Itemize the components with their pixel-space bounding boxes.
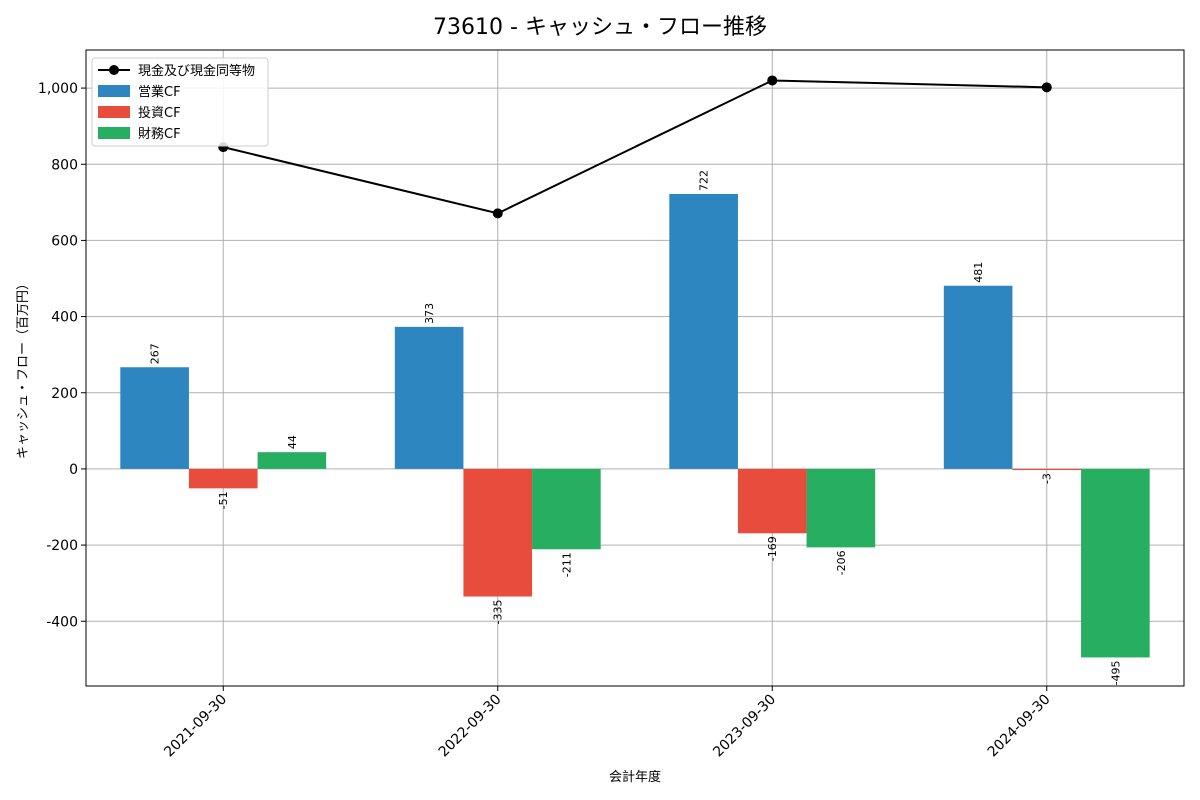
bar <box>463 468 533 597</box>
cash-point <box>767 75 778 86</box>
legend-box <box>91 57 269 147</box>
legend-swatch <box>98 85 130 97</box>
legend-line-marker <box>109 65 119 75</box>
bar <box>532 468 601 550</box>
bar <box>806 468 876 548</box>
bar-data-label: -51 <box>217 491 230 509</box>
bar <box>257 452 327 469</box>
cash-point <box>1041 82 1052 93</box>
data-labels: 267 373 722 481 -51 -335 -169 -3 44 -211 -206 -495 <box>149 170 1123 685</box>
legend-label: 現金及び現金同等物 <box>138 63 255 79</box>
x-tick-label: 2022-09-30 <box>436 692 505 761</box>
bar-data-label: -335 <box>492 600 505 625</box>
y-tick-label: 200 <box>51 386 78 402</box>
y-tick-label: 600 <box>51 233 78 249</box>
bar-data-label: -169 <box>766 536 779 561</box>
bar-data-label: -495 <box>1109 660 1122 685</box>
bar-data-label: -211 <box>560 552 573 577</box>
bar-data-label: 373 <box>423 303 436 324</box>
bar-data-label: -3 <box>1041 473 1054 484</box>
y-tick-label: 400 <box>51 310 78 326</box>
bar-data-label: 44 <box>286 435 299 449</box>
plot-frame <box>85 49 1185 687</box>
legend-label: 投資CF <box>138 105 181 121</box>
cash-line <box>218 75 1052 219</box>
y-axis: -400 -200 0 200 400 600 800 1,000 <box>38 81 86 630</box>
bar <box>737 468 807 534</box>
x-axis-label: 会計年度 <box>609 769 661 785</box>
x-tick-label: 2024-09-30 <box>985 692 1054 761</box>
y-tick-label: 1,000 <box>38 81 78 97</box>
legend-swatch <box>98 127 130 139</box>
x-tick-label: 2023-09-30 <box>710 692 779 761</box>
bar-data-label: 267 <box>149 343 162 364</box>
bar-marks <box>120 193 1150 658</box>
y-tick-label: 0 <box>69 462 78 478</box>
y-tick-label: 800 <box>51 157 78 173</box>
x-axis: 2021-09-30 2022-09-30 2023-09-30 2024-09-30 <box>161 686 1054 761</box>
bar <box>1081 468 1150 658</box>
bar <box>120 367 189 469</box>
cash-series-line <box>223 79 1047 215</box>
bar <box>669 193 738 469</box>
legend-swatch <box>98 106 130 118</box>
y-axis-label: キャッシュ・フロー（百万円） <box>16 277 31 459</box>
legend-label: 財務CF <box>138 127 181 142</box>
bar <box>188 468 258 489</box>
y-tick-label: -400 <box>46 614 78 630</box>
chart-title: 73610 - キャッシュ・フロー推移 <box>433 15 767 40</box>
bar-data-label: -206 <box>835 550 848 575</box>
cash-point <box>492 208 503 219</box>
x-tick-label: 2021-09-30 <box>161 692 230 761</box>
y-tick-label: -200 <box>46 538 78 554</box>
bar-data-label: 722 <box>698 170 711 191</box>
legend-label: 営業CF <box>138 84 181 100</box>
bar <box>1012 468 1082 471</box>
bar-data-label: 481 <box>972 262 985 283</box>
bar <box>394 326 464 469</box>
bar <box>943 285 1013 469</box>
